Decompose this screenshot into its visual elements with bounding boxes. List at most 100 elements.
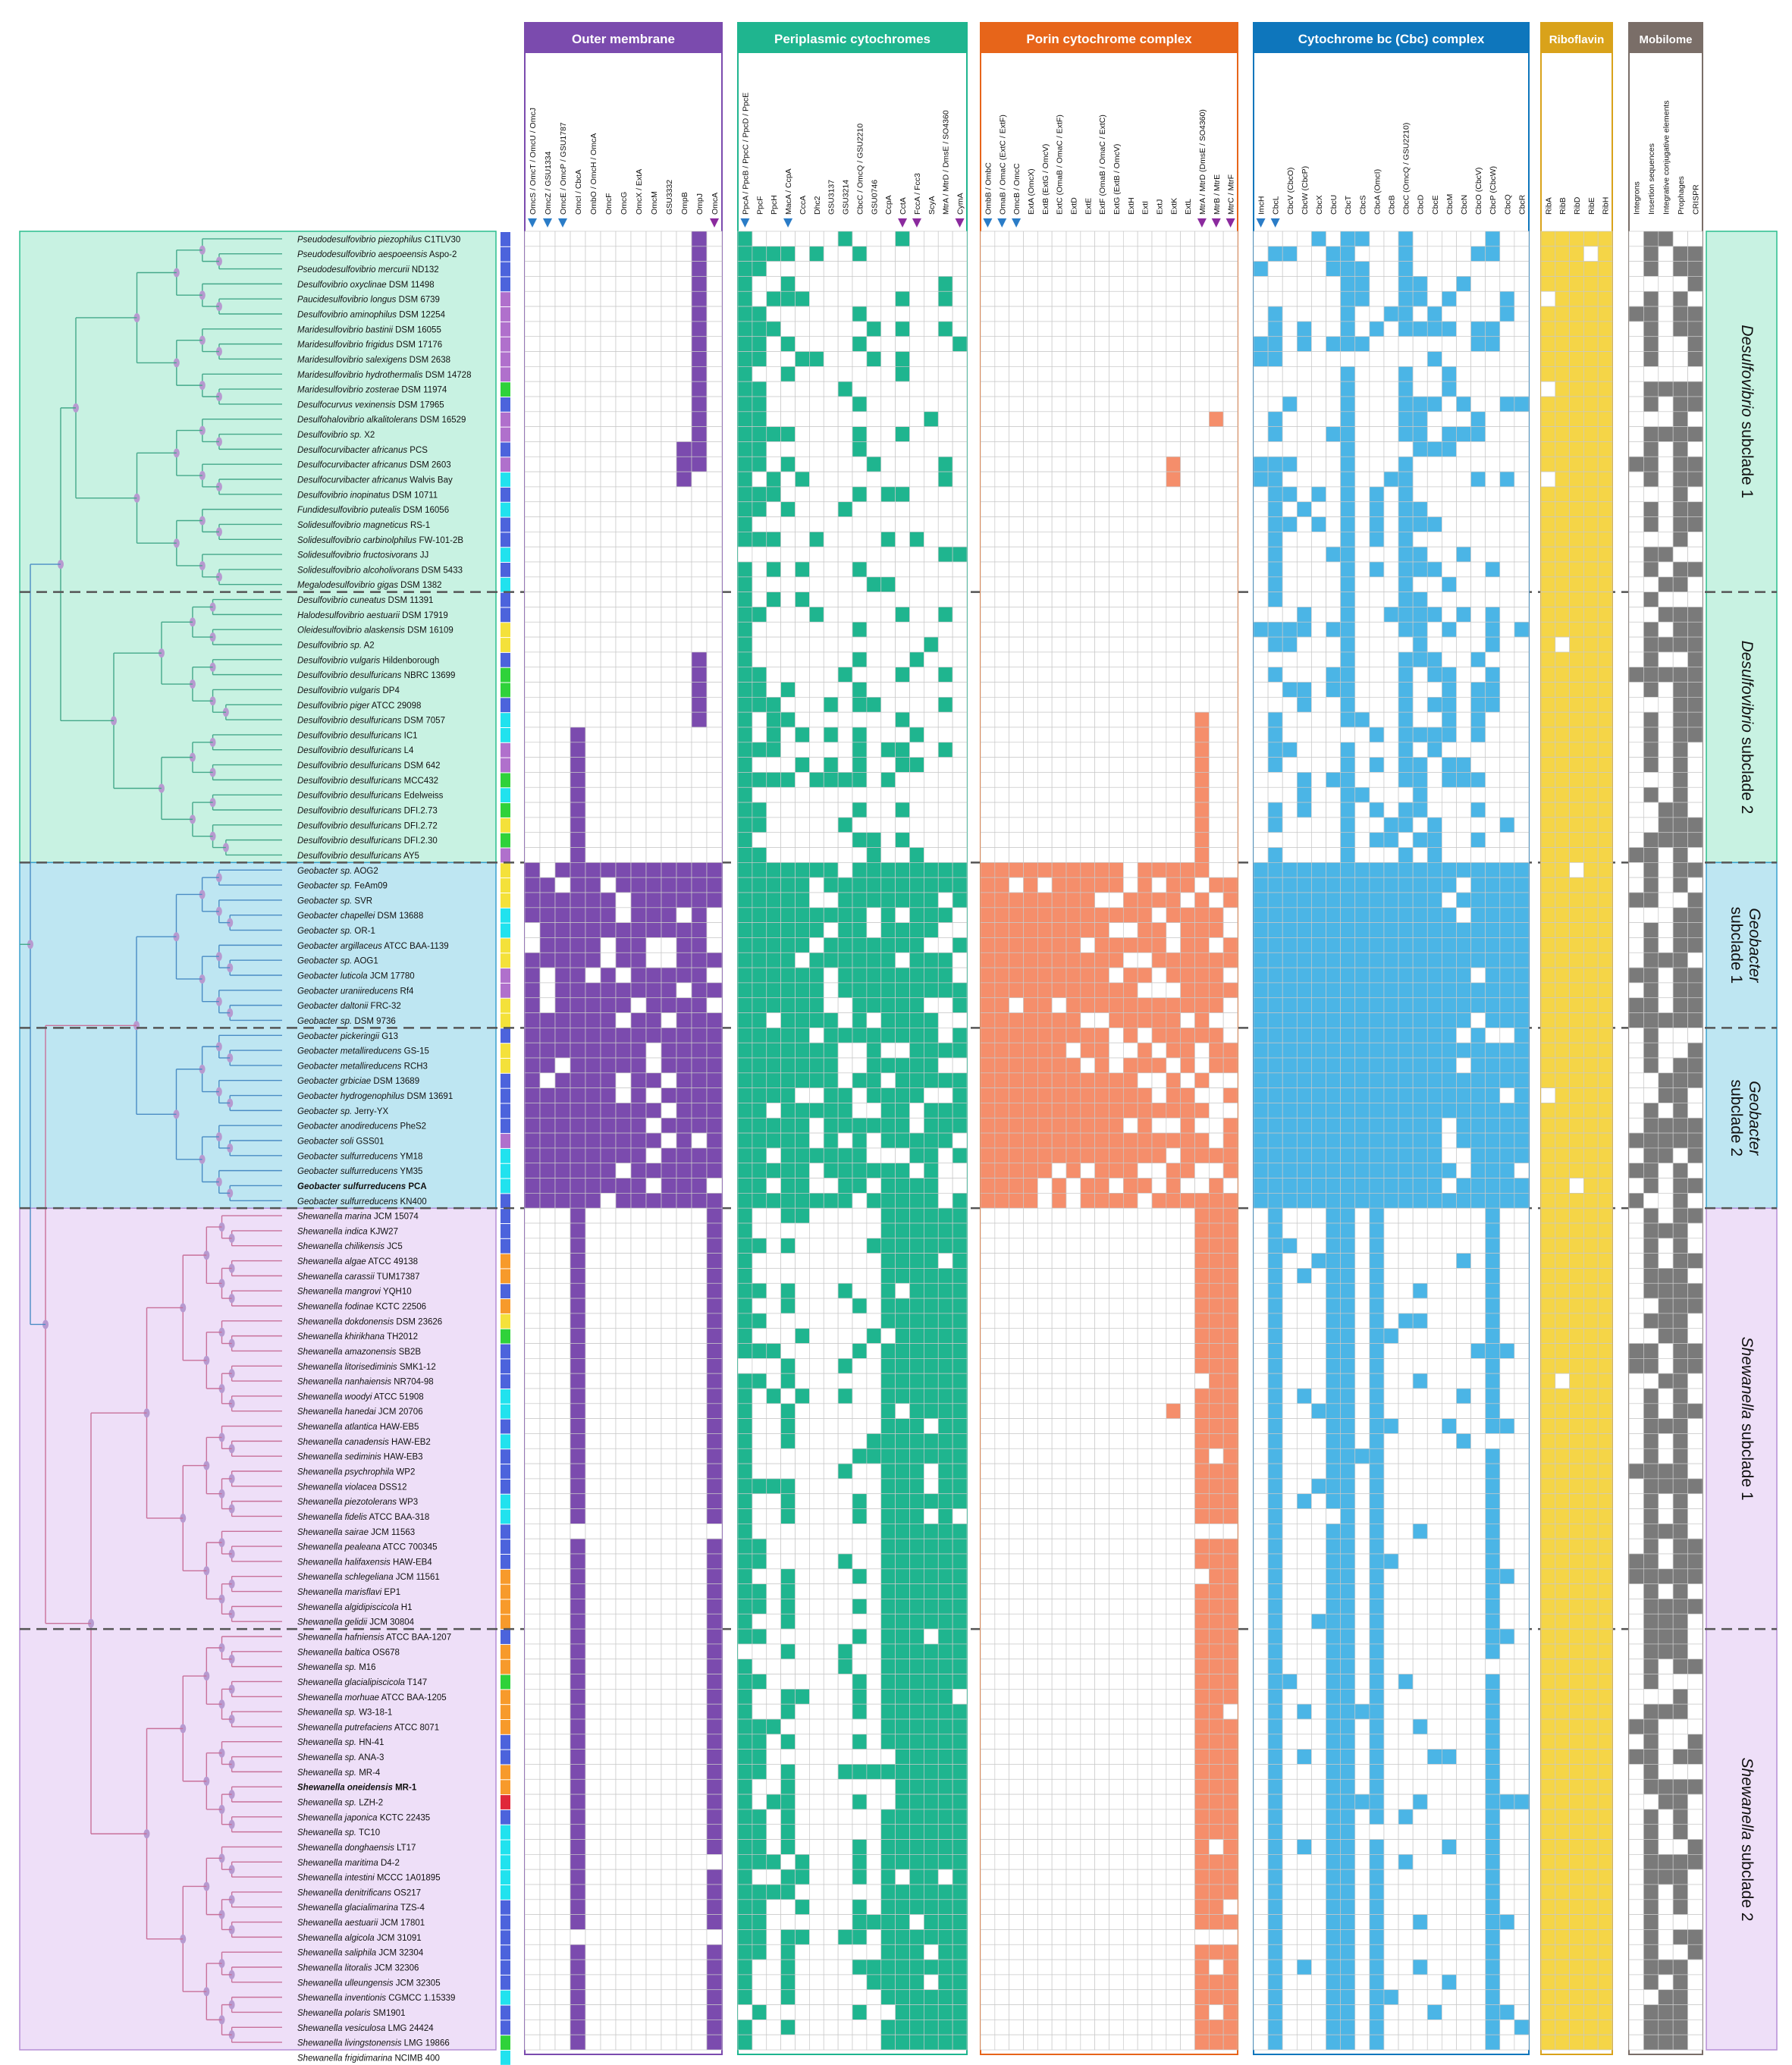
cell <box>924 1193 939 1209</box>
cell <box>952 561 968 578</box>
cell <box>630 561 647 578</box>
cell <box>630 1087 647 1103</box>
cell <box>1037 561 1053 578</box>
cell <box>1222 651 1238 668</box>
cell <box>924 1117 939 1134</box>
cell <box>895 261 910 277</box>
cell <box>737 1253 753 1269</box>
cell <box>737 471 753 488</box>
isolation-source-marker-19 <box>501 517 510 532</box>
cell <box>706 1418 723 1434</box>
cell <box>615 396 632 413</box>
cell <box>645 1478 662 1495</box>
cell <box>752 321 767 337</box>
cell <box>924 351 939 367</box>
cell <box>809 1193 824 1209</box>
cell <box>752 952 767 968</box>
cell <box>539 1869 556 1885</box>
cell <box>600 667 617 683</box>
cell <box>952 1268 968 1284</box>
cell <box>994 471 1010 488</box>
cell <box>937 1313 953 1329</box>
cell <box>706 1328 723 1344</box>
cell <box>780 1388 796 1404</box>
cell <box>937 1944 953 1960</box>
isolation-source-marker-71 <box>501 1299 510 1313</box>
cell <box>823 907 839 923</box>
cell <box>1151 441 1167 457</box>
cell <box>706 847 723 863</box>
cell <box>1009 411 1024 427</box>
cell <box>766 1298 781 1314</box>
cell <box>1122 306 1138 322</box>
cell <box>952 381 968 397</box>
cell <box>895 757 910 773</box>
cell <box>570 772 586 788</box>
cell <box>554 697 571 713</box>
isolation-source-marker-104 <box>501 1795 510 1809</box>
cell <box>1023 471 1038 488</box>
taxon-label-111: Shewanella glacialimarina TZS-4 <box>297 1903 425 1913</box>
cell <box>661 862 677 878</box>
cell <box>852 1974 868 1991</box>
cell <box>676 1583 692 1599</box>
cell <box>937 772 953 788</box>
cell <box>780 1072 796 1088</box>
cell <box>585 1238 601 1254</box>
cell <box>600 742 617 758</box>
cell <box>795 1313 810 1329</box>
cell <box>823 1403 839 1419</box>
cell <box>1065 607 1081 623</box>
cell <box>615 1809 632 1825</box>
cell <box>706 231 723 247</box>
cell <box>866 1087 882 1103</box>
cell <box>1065 396 1081 413</box>
cell <box>909 1929 924 1945</box>
cell <box>1051 366 1067 382</box>
cell <box>866 456 882 472</box>
cell <box>645 546 662 563</box>
cell <box>823 1448 839 1464</box>
cell <box>752 592 767 607</box>
cell <box>837 1042 853 1059</box>
cell <box>1208 516 1224 532</box>
cell <box>809 1313 824 1329</box>
cell <box>780 261 796 277</box>
cell <box>924 667 939 683</box>
gene-label-1-10: CcpA <box>884 195 893 215</box>
cell <box>752 1463 767 1480</box>
cell <box>615 697 632 713</box>
cell <box>570 1929 586 1945</box>
cell <box>645 1643 662 1660</box>
cell <box>615 1373 632 1389</box>
cell <box>615 1012 632 1028</box>
isolation-source-marker-90 <box>501 1584 510 1599</box>
cell <box>661 486 677 503</box>
cell <box>524 592 541 607</box>
cell <box>880 967 896 984</box>
cell <box>737 456 753 472</box>
cell <box>895 306 910 322</box>
cell <box>676 697 692 713</box>
cell <box>852 471 868 488</box>
cell <box>766 892 781 909</box>
cell <box>615 667 632 683</box>
cell <box>615 1538 632 1555</box>
cell <box>524 1839 541 1855</box>
cell <box>570 892 586 909</box>
cell <box>937 1959 953 1976</box>
cell <box>909 1568 924 1584</box>
cell <box>737 381 753 397</box>
cell <box>1208 381 1224 397</box>
cell <box>1037 441 1053 457</box>
cell <box>645 576 662 592</box>
cell <box>952 1403 968 1419</box>
cell <box>752 1989 767 2005</box>
taxon-label-63: Geobacter sulfurreducens PCA <box>297 1182 427 1191</box>
cell <box>809 2019 824 2035</box>
cell <box>880 802 896 818</box>
cell <box>706 1538 723 1555</box>
cell <box>1137 261 1153 277</box>
isolation-source-marker-50 <box>501 983 510 998</box>
isolation-source-marker-119 <box>501 2020 510 2035</box>
